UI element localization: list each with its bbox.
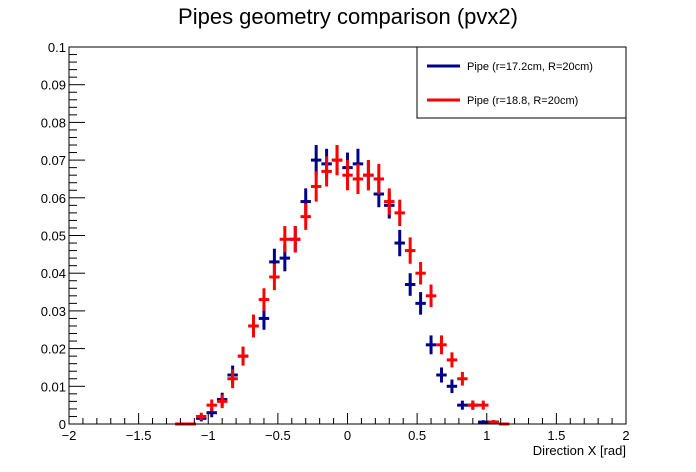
data-point — [446, 352, 458, 368]
legend-label-pipe-18-8: Pipe (r=18.8, R=20cm) — [467, 95, 578, 107]
y-tick-label: 0 — [59, 417, 66, 432]
x-tick-label: −1 — [201, 428, 216, 443]
data-point — [342, 160, 353, 191]
y-tick-label: 0.02 — [41, 342, 66, 357]
data-point — [404, 273, 416, 296]
data-point — [488, 420, 499, 424]
y-tick-label: 0.1 — [48, 40, 66, 55]
data-point — [404, 237, 416, 264]
x-tick-label: −2 — [62, 428, 77, 443]
data-point — [227, 369, 238, 389]
x-tick-label: 2 — [622, 428, 629, 443]
y-tick-label: 0.01 — [41, 379, 66, 394]
data-point — [269, 263, 280, 291]
x-tick-label: −1.5 — [126, 428, 152, 443]
legend-label-pipe-17-2: Pipe (r=17.2cm, R=20cm) — [467, 61, 593, 73]
data-point — [331, 145, 343, 176]
data-point — [321, 156, 332, 187]
data-point — [394, 199, 405, 227]
data-point — [478, 400, 489, 410]
axes: −2 −1.5 −1 −0.5 0 0.5 1 1.5 2 0 0.01 0.02 0.03 0.04 0.… — [41, 40, 630, 443]
data-point — [457, 371, 468, 386]
data-point — [384, 188, 395, 215]
x-tick-label: 1.5 — [547, 428, 565, 443]
data-point — [310, 171, 322, 202]
data-point — [425, 284, 437, 308]
legend: Pipe (r=17.2cm, R=20cm) Pipe (r=18.8, R=… — [416, 46, 627, 119]
series-1 — [175, 145, 510, 426]
data-point — [394, 229, 405, 257]
data-point — [457, 400, 468, 410]
data-point — [290, 226, 301, 253]
x-tick-label: 0 — [344, 428, 351, 443]
data-point — [415, 292, 426, 315]
y-tick-label: 0.09 — [41, 78, 66, 93]
data-point — [206, 399, 217, 411]
data-point — [352, 163, 364, 195]
data-point — [363, 160, 374, 191]
data-point — [258, 288, 270, 311]
data-point — [310, 145, 322, 176]
data-point — [446, 379, 458, 394]
data-point — [279, 226, 291, 253]
data-point — [248, 314, 259, 338]
y-tick-label: 0.05 — [41, 229, 66, 244]
y-tick-label: 0.07 — [41, 153, 66, 168]
legend-box — [416, 46, 627, 119]
x-axis-label: Direction X [rad] — [533, 443, 626, 458]
y-tick-label: 0.08 — [41, 115, 66, 130]
data-point — [237, 346, 249, 366]
data-point — [415, 261, 426, 285]
chart-title: Pipes geometry comparison (pvx2) — [178, 4, 518, 29]
data-point — [436, 367, 447, 383]
x-tick-label: 0.5 — [408, 428, 426, 443]
data-point — [425, 335, 437, 355]
data-point — [373, 163, 385, 195]
data-point — [196, 412, 207, 421]
y-tick-label: 0.06 — [41, 191, 66, 206]
data-point — [436, 335, 447, 355]
data-point — [300, 203, 311, 230]
x-tick-label: −0.5 — [265, 428, 291, 443]
x-tick-label: 1 — [483, 428, 490, 443]
data-point — [216, 394, 228, 409]
y-tick-label: 0.04 — [41, 266, 66, 281]
data-point — [467, 400, 479, 410]
y-tick-label: 0.03 — [41, 304, 66, 319]
data-marks — [175, 145, 510, 426]
